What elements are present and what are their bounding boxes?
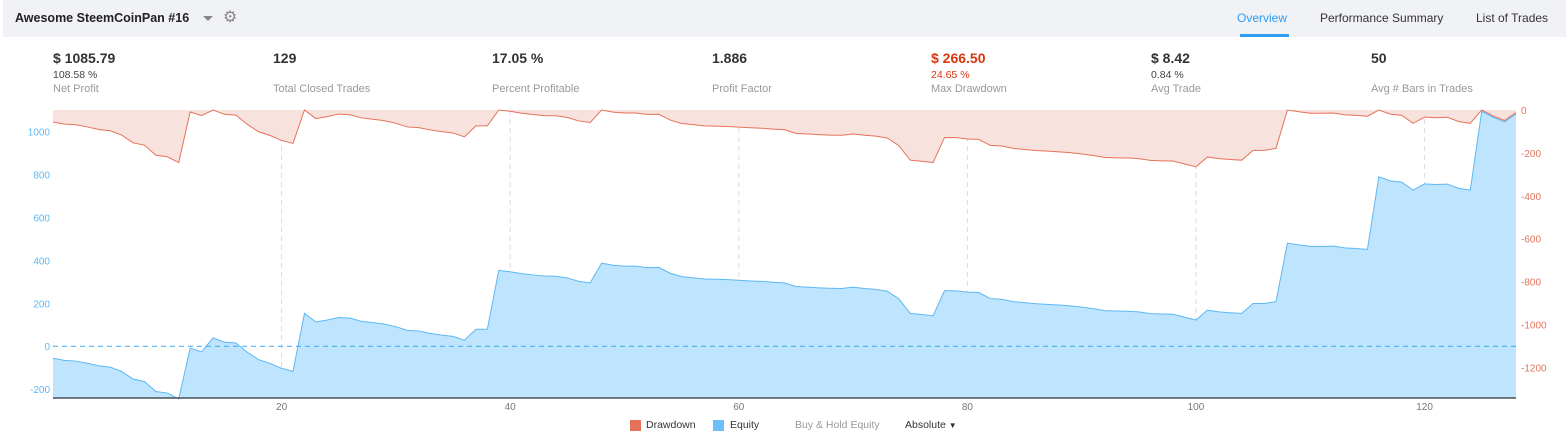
- stat-label: Percent Profitable: [492, 83, 580, 95]
- stat-max-drawdown: $ 266.50 24.65 % Max Drawdown: [931, 50, 1007, 95]
- equity-area: [53, 111, 1516, 399]
- legend-buy-hold-equity[interactable]: Buy & Hold Equity: [795, 419, 880, 431]
- drawdown-area: [53, 110, 1516, 167]
- equity-drawdown-chart[interactable]: 20 40 60 80 100 120 -200 0 200 400 600 800 1000 0 -200…: [0, 100, 1566, 418]
- left-axis-tick-label: 1000: [28, 127, 51, 138]
- stat-value: 17.05 %: [492, 50, 544, 66]
- stat-sub: 24.65 %: [931, 69, 970, 81]
- right-axis-tick-label: -1200: [1521, 363, 1547, 374]
- stat-value: $ 1085.79: [53, 50, 116, 66]
- stat-net-profit: $ 1085.79 108.58 % Net Profit: [53, 50, 115, 95]
- stat-value: $ 8.42: [1151, 50, 1190, 66]
- active-tab-indicator: [1240, 34, 1289, 37]
- right-axis-tick-label: -400: [1521, 192, 1541, 203]
- strategy-header: Awesome SteemCoinPan #16 ⚙ Overview Perf…: [3, 0, 1566, 37]
- absolute-dropdown-label: Absolute: [905, 419, 946, 431]
- gear-icon[interactable]: ⚙: [223, 9, 238, 26]
- left-axis-tick-label: 600: [33, 213, 50, 224]
- left-axis-tick-label: 0: [44, 342, 50, 353]
- x-tick-label: 60: [733, 402, 745, 413]
- tab-overview[interactable]: Overview: [1237, 11, 1288, 25]
- x-tick-label: 20: [276, 402, 288, 413]
- equity-legend-swatch: [713, 420, 724, 431]
- right-axis-tick-label: 0: [1521, 106, 1527, 117]
- stat-label: Net Profit: [53, 83, 99, 95]
- absolute-dropdown[interactable]: Absolute ▼: [905, 419, 957, 431]
- stat-sub: [492, 69, 579, 82]
- stat-percent-profitable: 17.05 % Percent Profitable: [492, 50, 579, 95]
- stat-sub: [1371, 69, 1473, 82]
- stat-avg-bars-in-trades: 50 Avg # Bars in Trades: [1371, 50, 1473, 95]
- tab-performance-summary[interactable]: Performance Summary: [1320, 11, 1444, 25]
- stat-label: Profit Factor: [712, 83, 772, 95]
- stat-sub: [712, 69, 772, 82]
- stat-value: 129: [273, 50, 297, 66]
- stat-sub: 108.58 %: [53, 69, 98, 81]
- chevron-down-icon[interactable]: [203, 16, 213, 21]
- x-tick-label: 100: [1188, 402, 1205, 413]
- stat-sub: 0.84 %: [1151, 69, 1184, 81]
- left-axis-tick-label: 800: [33, 170, 50, 181]
- stat-profit-factor: 1.886 Profit Factor: [712, 50, 772, 95]
- stat-label: Avg Trade: [1151, 83, 1201, 95]
- x-tick-label: 40: [505, 402, 517, 413]
- legend-equity[interactable]: Equity: [730, 419, 760, 431]
- stat-value: 1.886: [712, 50, 748, 66]
- stat-label: Max Drawdown: [931, 83, 1007, 95]
- tab-list-of-trades[interactable]: List of Trades: [1476, 11, 1549, 25]
- stat-label: Total Closed Trades: [273, 83, 371, 95]
- stat-avg-trade: $ 8.42 0.84 % Avg Trade: [1151, 50, 1201, 95]
- drawdown-legend-swatch: [630, 420, 641, 431]
- left-axis-tick-label: -200: [30, 385, 50, 396]
- left-axis-tick-label: 200: [33, 299, 50, 310]
- right-axis-tick-label: -800: [1521, 278, 1541, 289]
- stat-total-closed-trades: 129 Total Closed Trades: [273, 50, 370, 95]
- legend-drawdown[interactable]: Drawdown: [646, 419, 696, 431]
- right-axis-tick-label: -200: [1521, 149, 1541, 160]
- strategy-name[interactable]: Awesome SteemCoinPan #16: [15, 11, 190, 25]
- stat-label: Avg # Bars in Trades: [1371, 83, 1473, 95]
- x-tick-label: 120: [1416, 402, 1433, 413]
- stat-value: 50: [1371, 50, 1387, 66]
- chevron-down-icon: ▼: [948, 421, 957, 430]
- stat-sub: [273, 69, 370, 82]
- right-axis-tick-label: -600: [1521, 235, 1541, 246]
- x-tick-label: 80: [962, 402, 974, 413]
- stat-value: $ 266.50: [931, 50, 986, 66]
- left-axis-tick-label: 400: [33, 256, 50, 267]
- right-axis-tick-label: -1000: [1521, 320, 1547, 331]
